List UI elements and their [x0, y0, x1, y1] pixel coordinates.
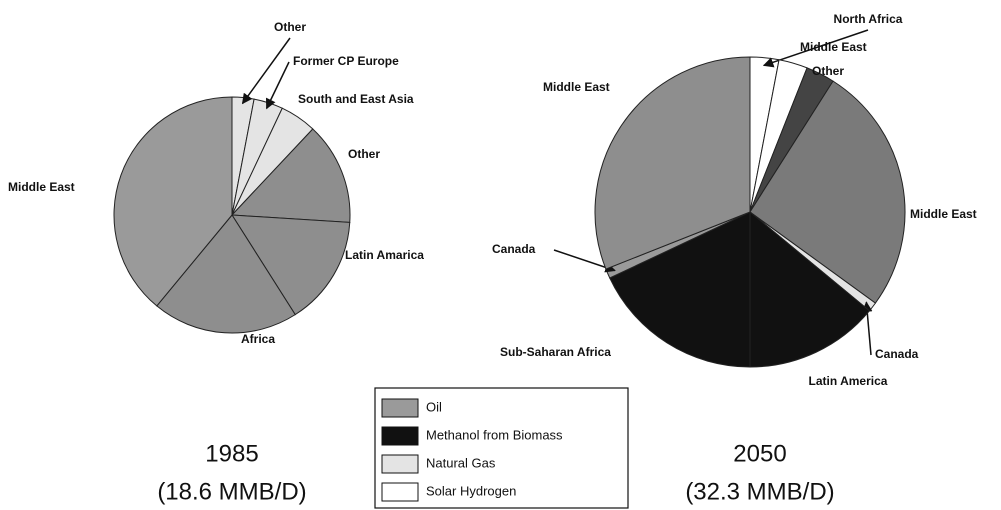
slice-label: Middle East [8, 180, 75, 194]
legend-label: Solar Hydrogen [426, 483, 516, 498]
caption: 2050 [733, 440, 786, 467]
slice-label: Latin America [809, 374, 888, 388]
pie-slice [749, 80, 906, 304]
slice-label: Sub-Saharan Africa [500, 345, 611, 359]
legend-swatch [381, 426, 419, 446]
pie-slice [594, 56, 751, 270]
legend-label: Natural Gas [426, 455, 496, 470]
slice-label: Middle East [800, 40, 867, 54]
caption: (18.6 MMB/D) [157, 478, 306, 505]
pie-slice [230, 128, 351, 223]
slice-label: Middle East [543, 80, 610, 94]
arrow [241, 37, 291, 105]
slice-label: Former CP Europe [293, 54, 399, 68]
legend-label: Oil [426, 399, 442, 414]
slice-label: Latin Amarica [345, 248, 424, 262]
pie-slice [231, 214, 351, 316]
legend-swatch [381, 454, 419, 474]
slice-label: South and East Asia [298, 92, 414, 106]
slice-label: North Africa [834, 12, 903, 26]
slice-label: Middle East [910, 207, 977, 221]
legend-label: Methanol from Biomass [426, 427, 563, 442]
arrow [762, 29, 869, 68]
slice-label: Other [812, 64, 844, 78]
slice-label: Africa [241, 332, 275, 346]
pie-slice [609, 211, 751, 368]
slice-label: Other [348, 147, 380, 161]
slice-label: Canada [875, 347, 919, 361]
caption: 1985 [205, 440, 258, 467]
slice-label: Other [274, 20, 306, 34]
pie-slice [156, 214, 296, 334]
slice-label: Canada [492, 242, 536, 256]
caption: (32.3 MMB/D) [685, 478, 834, 505]
pie-slice [749, 210, 871, 368]
pie-slice [113, 96, 233, 307]
arrow [265, 61, 290, 110]
legend-swatch [381, 398, 419, 418]
legend-swatch [381, 482, 419, 502]
